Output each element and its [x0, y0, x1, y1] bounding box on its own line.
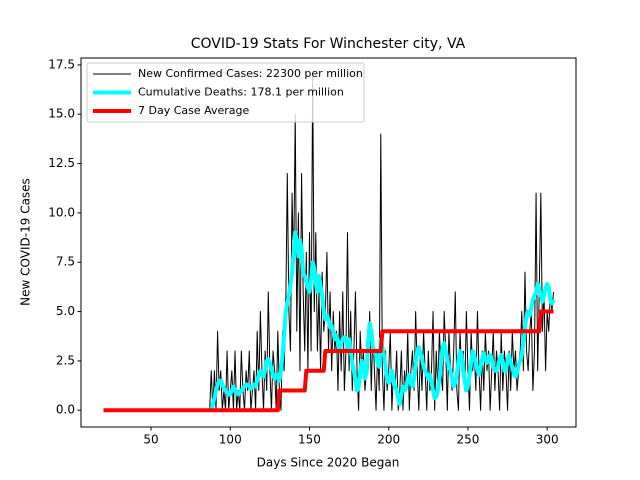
legend: New Confirmed Cases: 22300 per million Cu… — [86, 62, 365, 123]
legend-label: 7 Day Case Average — [138, 104, 250, 117]
plot-area — [103, 74, 556, 413]
x-tick-label: 250 — [456, 433, 479, 447]
chart-title: COVID-19 Stats For Winchester city, VA — [191, 36, 466, 52]
legend-label: New Confirmed Cases: 22300 per million — [138, 67, 363, 80]
y-tick-label: 10.0 — [48, 205, 75, 219]
legend-frame — [86, 62, 365, 123]
y-axis-label: New COVID-19 Cases — [19, 178, 33, 306]
y-tick-label: 0.0 — [56, 403, 75, 417]
x-tick-label: 200 — [377, 433, 400, 447]
y-tick-label: 15.0 — [48, 107, 75, 121]
series-line — [103, 309, 554, 413]
x-axis-label: Days Since 2020 Began — [257, 456, 400, 470]
x-tick-label: 100 — [219, 433, 242, 447]
y-tick-label: 2.5 — [56, 353, 75, 367]
axes-frame — [80, 57, 577, 428]
x-tick-label: 150 — [298, 433, 321, 447]
x-tick-label: 50 — [143, 433, 158, 447]
x-tick-label: 300 — [536, 433, 559, 447]
y-tick-label: 7.5 — [56, 255, 75, 269]
y-tick-label: 5.0 — [56, 304, 75, 318]
y-tick-label: 12.5 — [48, 156, 75, 170]
y-tick-label: 17.5 — [48, 57, 75, 71]
legend-label: Cumulative Deaths: 178.1 per million — [138, 86, 344, 99]
